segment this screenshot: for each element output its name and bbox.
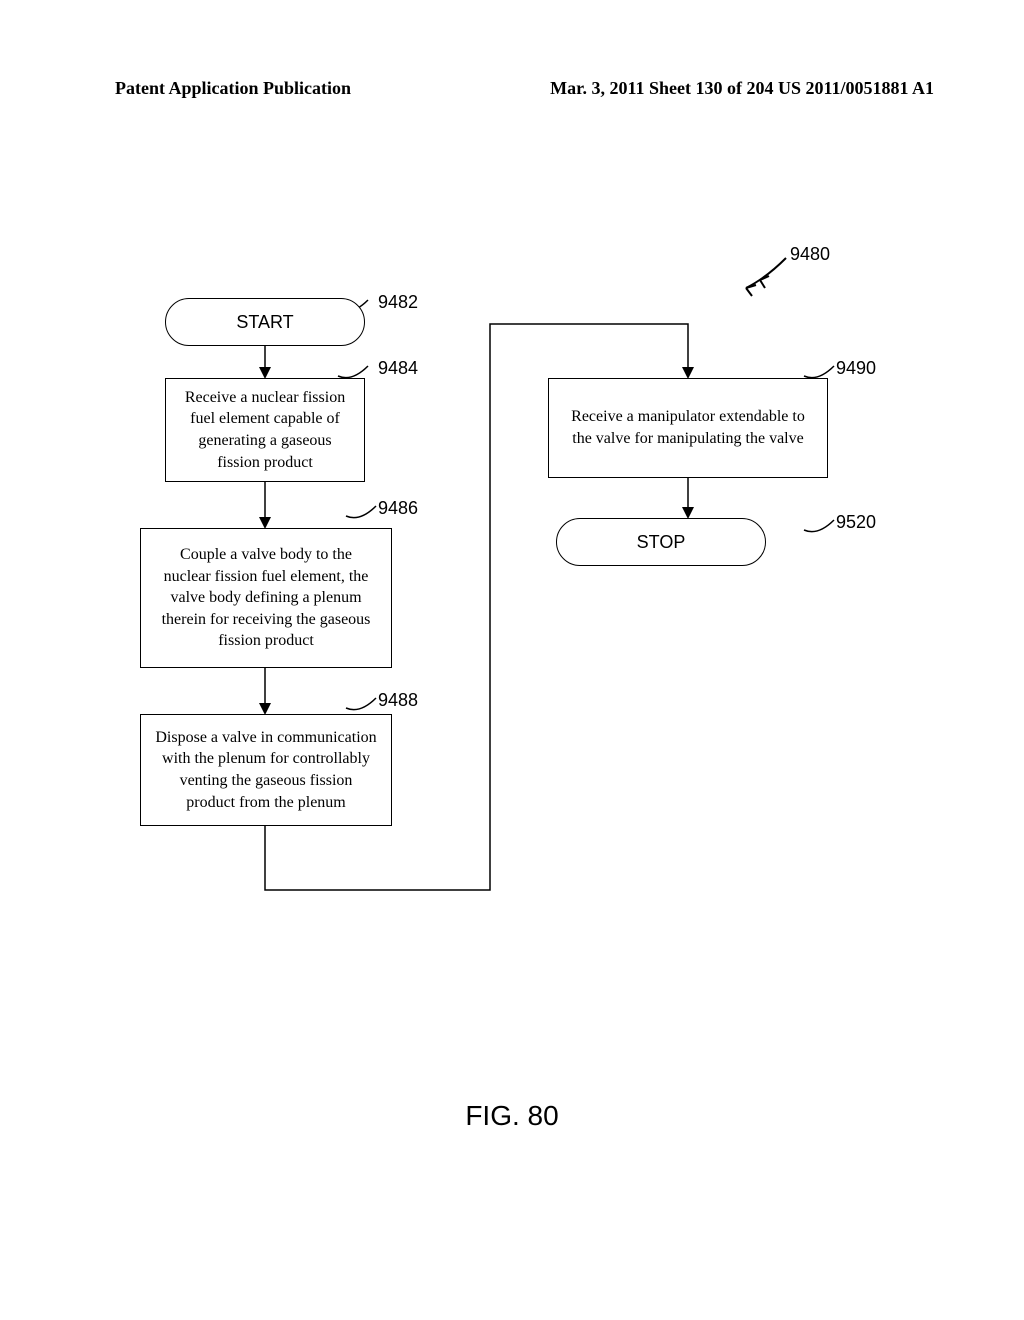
ref-9488: 9488 xyxy=(378,690,418,711)
stop-label: STOP xyxy=(637,532,686,553)
ref-9520: 9520 xyxy=(836,512,876,533)
process-9484: Receive a nuclear fission fuel element c… xyxy=(165,378,365,482)
figure-label: FIG. 80 xyxy=(0,1100,1024,1132)
ref-9482: 9482 xyxy=(378,292,418,313)
page: Patent Application Publication Mar. 3, 2… xyxy=(0,0,1024,1320)
process-9488-text: Dispose a valve in communication with th… xyxy=(155,727,377,813)
ref-9484: 9484 xyxy=(378,358,418,379)
header-left: Patent Application Publication xyxy=(115,78,351,99)
process-9490: Receive a manipulator extendable to the … xyxy=(548,378,828,478)
ref-9480: 9480 xyxy=(790,244,830,265)
start-label: START xyxy=(236,312,293,333)
ref-9486: 9486 xyxy=(378,498,418,519)
header-right: Mar. 3, 2011 Sheet 130 of 204 US 2011/00… xyxy=(550,78,934,99)
start-terminator: START xyxy=(165,298,365,346)
process-9486-text: Couple a valve body to the nuclear fissi… xyxy=(155,544,377,652)
process-9484-text: Receive a nuclear fission fuel element c… xyxy=(180,387,350,473)
process-9486: Couple a valve body to the nuclear fissi… xyxy=(140,528,392,668)
ref-9490: 9490 xyxy=(836,358,876,379)
stop-terminator: STOP xyxy=(556,518,766,566)
process-9488: Dispose a valve in communication with th… xyxy=(140,714,392,826)
process-9490-text: Receive a manipulator extendable to the … xyxy=(563,406,813,449)
